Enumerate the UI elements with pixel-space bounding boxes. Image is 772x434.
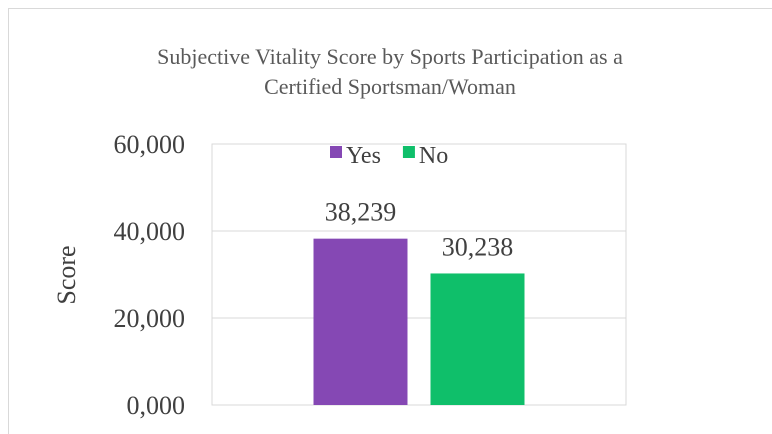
bar [313, 238, 408, 405]
legend-label: Yes [346, 143, 381, 169]
value-label: 30,238 [442, 232, 514, 261]
legend-label: No [419, 143, 448, 169]
legend-swatch [330, 146, 342, 158]
chart-title: Subjective Vitality Score by Sports Part… [157, 44, 623, 99]
value-label: 38,239 [325, 198, 397, 227]
y-tick-label: 0,000 [127, 391, 186, 420]
y-tick-label: 60,000 [114, 130, 186, 159]
bar [430, 273, 525, 405]
y-tick-label: 20,000 [114, 304, 186, 333]
y-tick-label: 40,000 [114, 217, 186, 246]
y-axis-label: Score [52, 245, 81, 304]
legend-swatch [402, 146, 415, 158]
